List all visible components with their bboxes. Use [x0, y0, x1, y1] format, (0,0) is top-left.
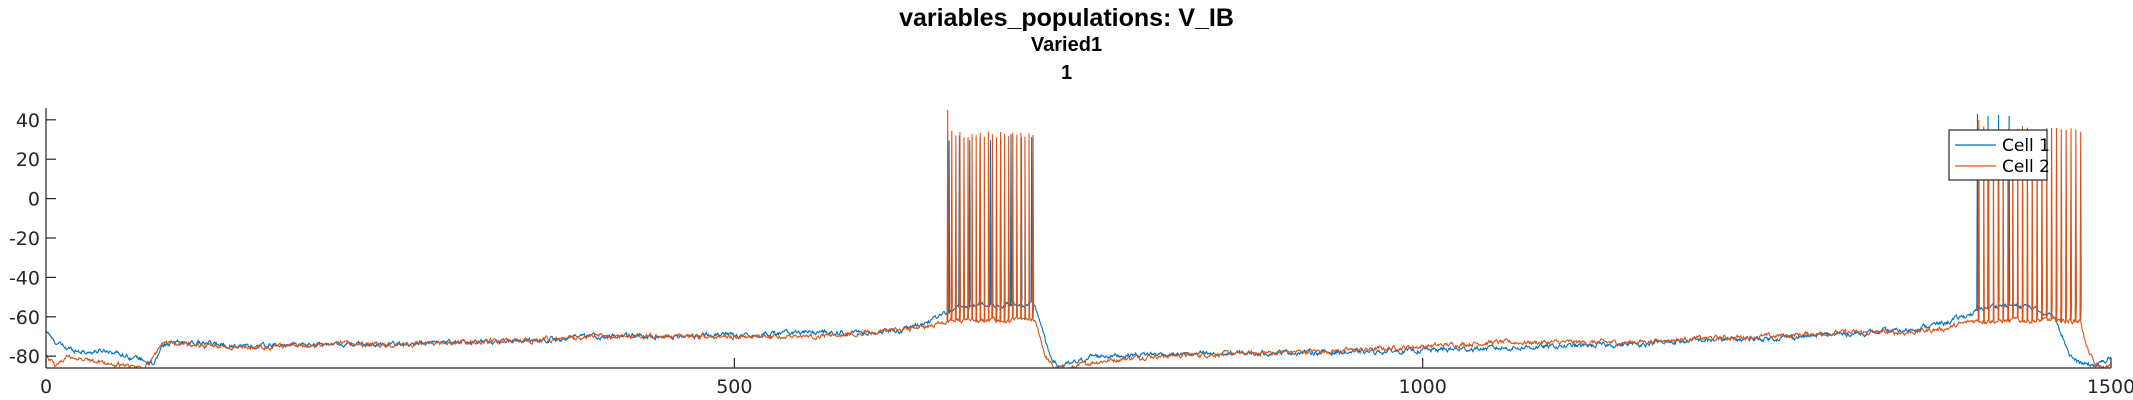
x-tick-label-500: 500	[716, 376, 752, 398]
series-line-1	[46, 114, 2111, 368]
y-tick-label--80: -80	[9, 346, 40, 368]
chart-subtitle-1: Varied1	[1030, 34, 1103, 56]
y-tick-label-40: 40	[16, 110, 40, 132]
x-tick-label-1000: 1000	[1398, 376, 1446, 398]
y-tick-label-20: 20	[16, 149, 40, 171]
series-line-2	[46, 109, 2111, 368]
x-tick-label-0: 0	[40, 376, 52, 398]
x-tick-label-1500: 1500	[2087, 376, 2133, 398]
legend-label-1: Cell 1	[2002, 136, 2050, 156]
y-tick-label--60: -60	[9, 307, 40, 329]
axes-layer: 0 500 1000 1500 -80 -60 -40 -20 0 20 40	[9, 108, 2133, 398]
chart-title: variables_populations: V_IB	[899, 4, 1234, 32]
y-tick-label--40: -40	[9, 267, 40, 289]
y-tick-label-0: 0	[28, 189, 40, 211]
legend-label-2: Cell 2	[2002, 157, 2050, 177]
y-tick-label--20: -20	[9, 228, 40, 250]
chart-subtitle-2: 1	[1060, 62, 1073, 84]
series-layer	[46, 109, 2111, 368]
legend-box	[1948, 129, 2048, 181]
